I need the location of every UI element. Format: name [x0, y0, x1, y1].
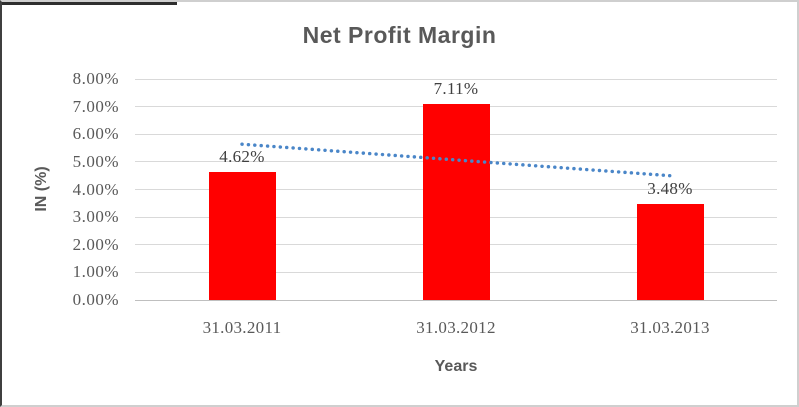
y-axis-tick-label: 4.00% — [72, 179, 119, 199]
x-axis-title: Years — [434, 358, 478, 375]
x-axis-tick-label: 31.03.2013 — [630, 318, 710, 337]
bar-data-label: 7.11% — [433, 78, 479, 98]
x-axis-line — [135, 299, 777, 301]
bar-31.03.2011 — [208, 172, 276, 300]
y-axis-tick-label: 5.00% — [72, 151, 119, 171]
bar-31.03.2012 — [422, 103, 490, 300]
y-axis-tick-label: 8.00% — [72, 69, 119, 88]
y-axis-tick-label: 6.00% — [72, 124, 119, 144]
chart-title: Net Profit Margin — [302, 22, 497, 48]
x-axis-tick-label: 31.03.2012 — [416, 318, 496, 337]
frame-border-segment — [2, 2, 177, 5]
plot-area: 4.62% 7.11% 3.48% — [135, 78, 777, 301]
y-axis-tick-label: 2.00% — [72, 234, 119, 254]
y-axis-tick-label: 7.00% — [72, 96, 119, 116]
trendline-layer — [240, 142, 672, 178]
y-axis-tick-label: 3.00% — [72, 207, 119, 227]
bar-data-label: 3.48% — [647, 178, 693, 198]
x-axis-tick-label: 31.03.2011 — [202, 318, 282, 337]
y-axis-tick-label: 0.00% — [72, 290, 119, 309]
y-axis-tick-label: 1.00% — [72, 262, 119, 282]
trendline — [240, 142, 672, 178]
gridline — [135, 78, 777, 80]
bar-31.03.2013 — [636, 203, 704, 300]
bar-data-label: 4.62% — [219, 147, 265, 167]
